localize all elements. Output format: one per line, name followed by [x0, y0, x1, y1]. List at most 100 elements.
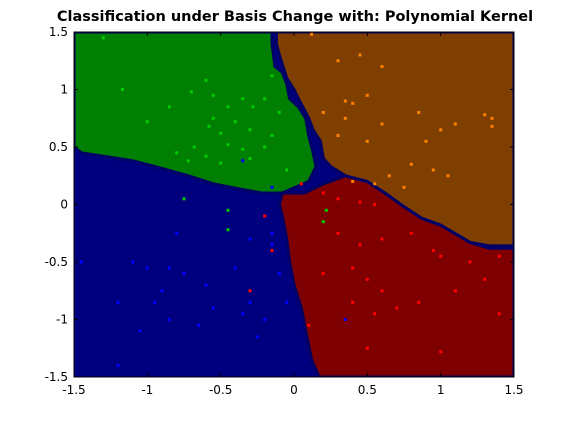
point-blue — [270, 243, 274, 247]
point-green — [192, 145, 196, 149]
point-green — [175, 151, 179, 155]
point-blue — [167, 318, 171, 321]
point-blue — [138, 329, 142, 333]
point-orange — [446, 174, 450, 178]
data-points — [79, 32, 501, 367]
point-blue — [153, 300, 157, 304]
point-blue — [197, 323, 201, 327]
point-blue — [270, 185, 274, 189]
point-orange — [336, 59, 340, 63]
point-blue — [167, 266, 171, 270]
point-red — [365, 277, 369, 281]
point-blue — [263, 318, 267, 321]
point-red — [468, 260, 472, 264]
point-red — [439, 254, 443, 258]
point-red — [336, 231, 340, 235]
point-green — [277, 111, 281, 114]
x-tick-label: 1.5 — [504, 383, 523, 397]
axes: -1.5 -1 -0.5 0 0.5 1 1.5 -1.5 -1 -0.5 0 0.5 1 1.5 — [45, 25, 524, 397]
point-orange — [483, 113, 487, 117]
point-red — [417, 300, 421, 304]
point-green — [263, 145, 267, 149]
point-red — [299, 182, 303, 186]
point-green — [204, 78, 208, 82]
x-tick-label: 0.5 — [358, 383, 377, 397]
x-tick-label: -0.5 — [209, 383, 232, 397]
point-orange — [402, 185, 406, 189]
region-green — [74, 32, 318, 195]
point-green — [226, 105, 230, 109]
point-blue — [233, 266, 237, 270]
point-orange — [343, 116, 347, 120]
point-green — [233, 120, 237, 124]
point-orange — [358, 53, 362, 57]
point-blue — [248, 300, 252, 304]
point-blue — [248, 237, 252, 241]
point-green — [204, 154, 208, 158]
point-green — [211, 116, 215, 120]
point-red — [497, 254, 501, 258]
point-orange — [373, 182, 377, 186]
point-red — [439, 350, 443, 354]
point-blue — [277, 272, 281, 275]
point-blue — [175, 231, 179, 235]
point-green — [270, 134, 274, 137]
point-green — [241, 147, 245, 151]
point-green — [219, 161, 223, 165]
point-red — [263, 214, 267, 218]
point-red — [453, 289, 457, 293]
point-orange — [431, 168, 435, 172]
point-red — [270, 249, 274, 252]
point-orange — [387, 174, 391, 178]
point-green — [167, 105, 171, 109]
y-tick-label: -0.5 — [45, 255, 68, 269]
point-red — [351, 300, 355, 304]
point-orange — [417, 111, 421, 114]
point-red — [431, 249, 435, 252]
point-green — [226, 228, 230, 232]
point-orange — [321, 111, 325, 114]
point-green — [207, 124, 211, 128]
point-red — [358, 243, 362, 247]
point-blue — [270, 231, 274, 235]
point-red — [409, 231, 413, 235]
y-tick-label: 0 — [60, 198, 68, 212]
point-green — [211, 93, 215, 97]
y-tick-label: 0.5 — [49, 140, 68, 154]
point-orange — [365, 139, 369, 143]
point-blue — [160, 289, 164, 293]
point-blue — [285, 300, 289, 304]
x-tick-label: -1.5 — [62, 383, 85, 397]
point-red — [497, 312, 501, 316]
point-orange — [365, 93, 369, 97]
y-tick-label: -1 — [56, 313, 68, 327]
point-green — [251, 105, 255, 109]
point-blue — [131, 260, 135, 264]
point-red — [380, 289, 384, 293]
point-orange — [490, 116, 494, 120]
point-green — [285, 168, 289, 172]
point-green — [324, 208, 328, 212]
point-blue — [145, 266, 149, 270]
point-green — [226, 208, 230, 212]
point-green — [101, 36, 105, 40]
point-orange — [424, 139, 428, 143]
point-orange — [490, 124, 494, 128]
point-orange — [351, 180, 355, 183]
point-green — [263, 97, 267, 101]
point-red — [373, 312, 377, 316]
y-tick-label: 1 — [60, 83, 68, 97]
decision-regions — [74, 32, 514, 377]
point-green — [189, 90, 193, 94]
point-green — [321, 220, 325, 224]
point-red — [248, 289, 252, 293]
point-orange — [380, 122, 384, 126]
point-orange — [409, 162, 413, 166]
point-red — [365, 346, 369, 350]
x-tick-label: -1 — [141, 383, 153, 397]
y-tick-label: -1.5 — [45, 370, 68, 384]
point-green — [219, 131, 223, 135]
point-red — [307, 323, 311, 327]
point-orange — [351, 101, 355, 105]
